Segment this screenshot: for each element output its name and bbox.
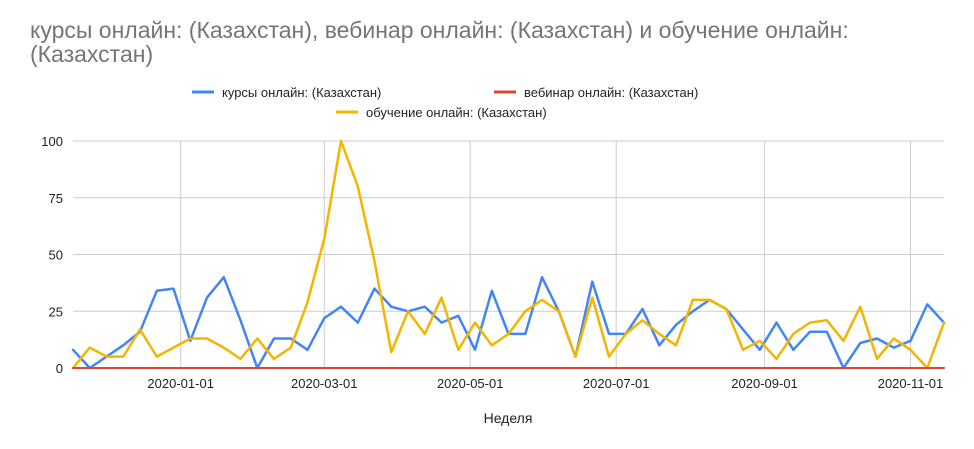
chart-title: курсы онлайн: (Казахстан), вебинар онлай… [30,17,849,67]
y-axis-ticks: 0 25 50 75 100 [41,134,63,376]
x-tick-label: 2020-07-01 [583,376,650,391]
x-tick-label: 2020-03-01 [291,376,358,391]
y-tick-label: 0 [56,361,63,376]
legend-label: обучение онлайн: (Казахстан) [366,105,547,120]
legend: курсы онлайн: (Казахстан) вебинар онлайн:… [192,85,698,120]
x-tick-label: 2020-05-01 [437,376,504,391]
series-lines [71,139,946,370]
y-tick-label: 100 [41,134,63,149]
legend-item: обучение онлайн: (Казахстан) [336,105,547,120]
y-tick-label: 25 [49,304,63,319]
x-axis-ticks: 2020-01-01 2020-03-01 2020-05-01 2020-07-01… [147,376,943,391]
x-axis-title: Неделя [484,410,533,426]
y-tick-label: 50 [49,248,63,263]
x-tick-label: 2020-11-01 [878,376,944,391]
legend-item: вебинар онлайн: (Казахстан) [494,85,698,100]
legend-label: вебинар онлайн: (Казахстан) [524,85,698,100]
x-tick-label: 2020-09-01 [731,376,798,391]
series-line-3 [71,139,946,370]
x-tick-label: 2020-01-01 [147,376,214,391]
y-tick-label: 75 [49,191,63,206]
legend-item: курсы онлайн: (Казахстан) [192,85,381,100]
legend-label: курсы онлайн: (Казахстан) [222,85,381,100]
